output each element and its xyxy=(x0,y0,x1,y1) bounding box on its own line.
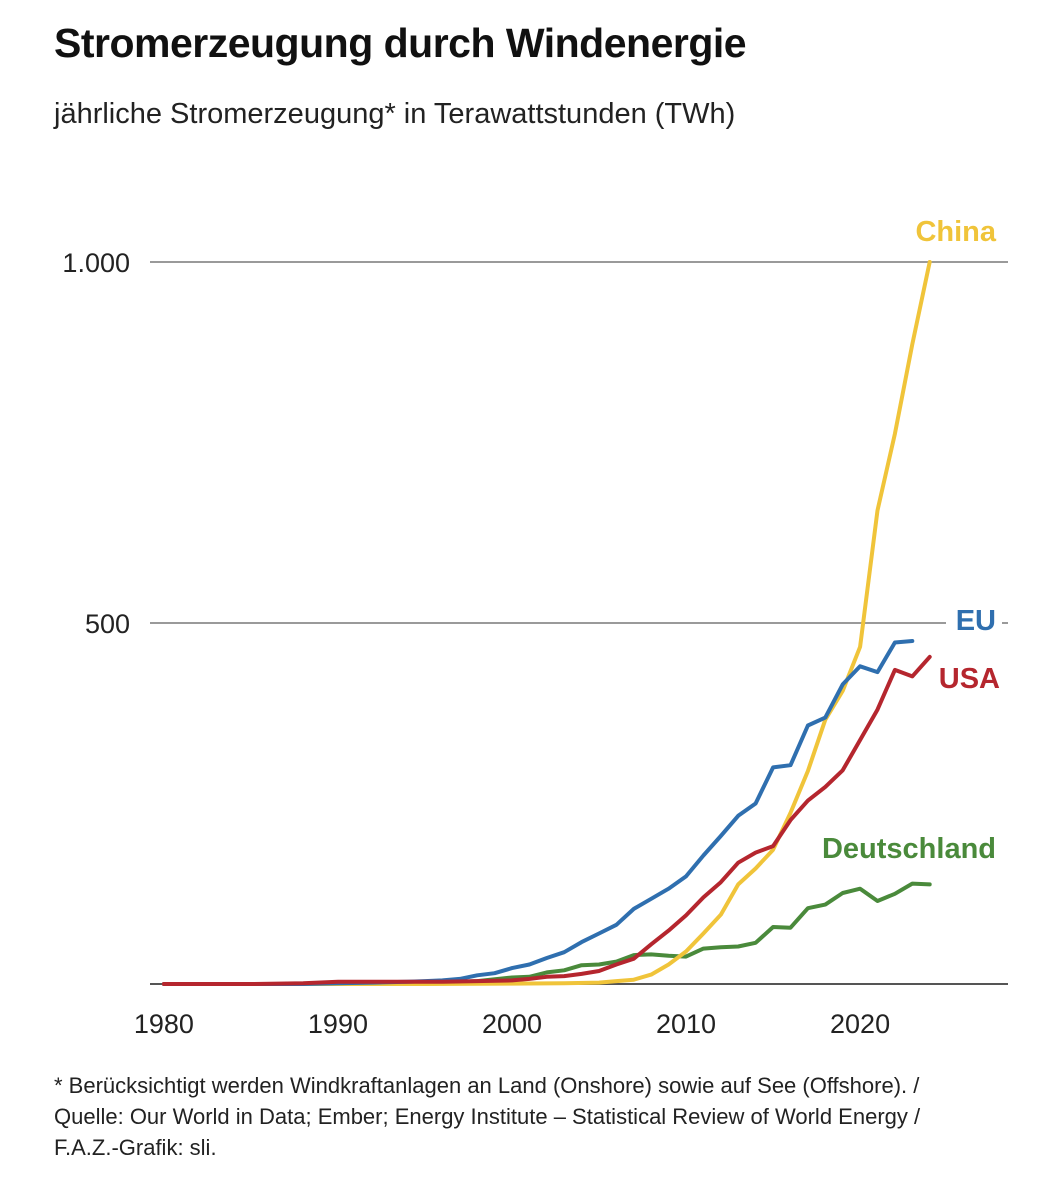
line-chart: 500 1.000 1980 1990 2000 2010 2020 China EU USA De… xyxy=(62,216,1008,1039)
series-line-deutschland xyxy=(161,881,932,986)
series-label-usa: USA xyxy=(939,663,1000,695)
series-label-china: China xyxy=(915,216,996,248)
x-tick-label-1980: 1980 xyxy=(134,1009,194,1039)
x-tick-label-2000: 2000 xyxy=(482,1009,542,1039)
series-label-deutschland: Deutschland xyxy=(822,833,996,865)
chart-subtitle: jährliche Stromerzeugung* in Terawattstu… xyxy=(54,98,736,130)
footnote: * Berücksichtigt werden Windkraftanlagen… xyxy=(54,1073,921,1160)
eu-label-background xyxy=(946,604,1002,638)
x-tick-label-2020: 2020 xyxy=(830,1009,890,1039)
series-label-eu: EU xyxy=(956,605,996,637)
series-line-china xyxy=(161,260,932,986)
y-tick-label-1000: 1.000 xyxy=(62,248,130,278)
y-tick-label-500: 500 xyxy=(85,609,130,639)
x-tick-label-1990: 1990 xyxy=(308,1009,368,1039)
series-line-usa xyxy=(161,654,932,986)
series-line-eu xyxy=(161,639,915,986)
x-tick-label-2010: 2010 xyxy=(656,1009,716,1039)
chart-title: Stromerzeugung durch Windenergie xyxy=(54,20,747,66)
